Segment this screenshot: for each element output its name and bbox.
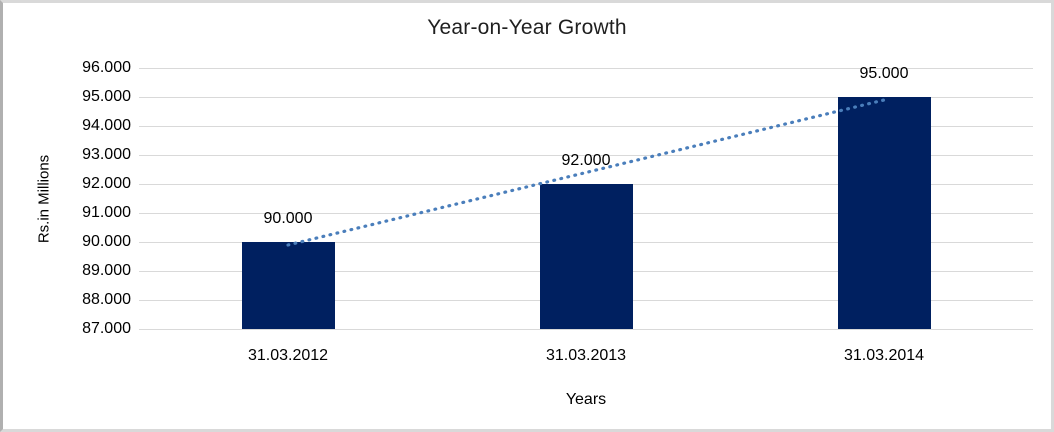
y-tick-label: 92.000 (82, 175, 131, 192)
bar (837, 97, 931, 329)
y-axis-title: Rs.in Millions (35, 154, 53, 244)
bar-value-label: 90.000 (263, 210, 313, 227)
gridline (139, 97, 1033, 98)
y-tick-label: 88.000 (82, 291, 131, 308)
chart-title: Year-on-Year Growth (427, 16, 627, 39)
y-tick-label: 89.000 (82, 262, 131, 279)
x-axis-title: Years (565, 391, 607, 408)
bar (539, 184, 633, 329)
x-tick-label: 31.03.2012 (247, 347, 329, 364)
y-tick-label: 93.000 (82, 146, 131, 163)
y-tick-label: 91.000 (82, 204, 131, 221)
y-tick-label: 94.000 (82, 117, 131, 134)
bar-value-label: 95.000 (859, 65, 909, 82)
x-tick-label: 31.03.2014 (843, 347, 925, 364)
x-tick-label: 31.03.2013 (545, 347, 627, 364)
y-tick-label: 96.000 (82, 59, 131, 76)
gridline (139, 68, 1033, 69)
plot-area: 90.000 92.000 95.000 (139, 65, 1033, 330)
y-tick-label: 95.000 (82, 88, 131, 105)
bar (241, 242, 335, 329)
gridline (139, 329, 1033, 330)
bar-value-label: 92.000 (561, 152, 611, 169)
y-tick-label: 90.000 (82, 233, 131, 250)
y-tick-label: 87.000 (82, 320, 131, 337)
